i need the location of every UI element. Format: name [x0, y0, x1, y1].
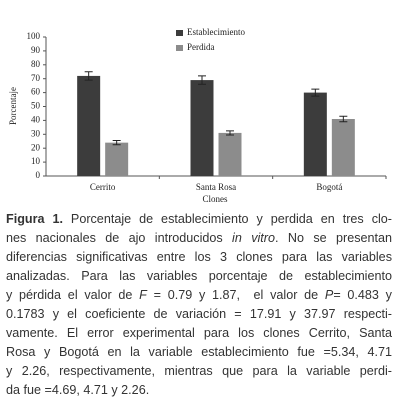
y-axis-label: Porcentaje: [8, 87, 18, 125]
caption-text: y 2.26, respectivamente, mientras que pa…: [6, 364, 392, 378]
bar: [77, 75, 101, 176]
y-tick-label: 100: [27, 31, 41, 41]
y-tick-label: 40: [31, 114, 41, 124]
bar: [218, 132, 242, 176]
caption-text: diferencias significativas entre los 3 c…: [6, 250, 392, 264]
legend-swatch: [176, 45, 183, 51]
error-bar: [112, 140, 121, 146]
caption-text: Porcentaje de establecimiento y perdida …: [62, 212, 392, 226]
x-tick-label: Bogotá: [316, 182, 342, 192]
caption-text: in vitro: [232, 231, 276, 245]
error-bar: [226, 130, 234, 136]
caption-text: vamente. El error experimental para los …: [6, 326, 392, 340]
caption-line: da fue =4.69, 4.71 y 2.26.: [6, 381, 392, 400]
bar: [190, 80, 214, 176]
caption: Figura 1. Porcentaje de establecimiento …: [6, 210, 392, 400]
caption-line: nes nacionales de ajo introducidos in vi…: [6, 229, 392, 248]
y-tick-label: 0: [36, 170, 41, 180]
caption-line: 0.1783 y el coeficiente de variación = 1…: [6, 305, 392, 324]
caption-line: vamente. El error experimental para los …: [6, 324, 392, 343]
bar: [105, 142, 129, 176]
error-bar: [339, 115, 348, 123]
legend-label: Establecimiento: [187, 27, 245, 37]
y-tick-label: 20: [31, 142, 41, 152]
y-tick-label: 80: [31, 59, 41, 69]
y-tick-label: 30: [31, 128, 41, 138]
caption-line: diferencias significativas entre los 3 c…: [6, 248, 392, 267]
caption-text: nes nacionales de ajo introducidos: [6, 231, 233, 245]
x-tick-label: Santa Rosa: [196, 182, 236, 192]
caption-line: analizadas. Para las variables porcentaj…: [6, 267, 392, 286]
caption-text: . No se presentan: [275, 231, 393, 245]
y-tick-label: 50: [31, 101, 41, 111]
caption-text: da fue =4.69, 4.71 y 2.26.: [6, 383, 150, 397]
y-tick-label: 10: [31, 156, 41, 166]
caption-text: 0.1783 y el coeficiente de variación = 1…: [6, 307, 392, 321]
figure-label: Figura 1.: [6, 212, 63, 226]
caption-text: = 0.79 y 1.87, el valor de: [146, 288, 325, 302]
caption-line: Rosa y Bogotá en la variable establecimi…: [6, 343, 392, 362]
y-tick-label: 90: [31, 45, 41, 55]
x-axis-label: Clones: [202, 194, 227, 204]
error-bar: [198, 75, 206, 85]
caption-text: F: [139, 288, 147, 302]
error-bar: [84, 71, 93, 81]
caption-text: analizadas. Para las variables porcentaj…: [6, 269, 392, 283]
y-tick-label: 60: [31, 87, 41, 97]
caption-line: y pérdida el valor de F = 0.79 y 1.87, e…: [6, 286, 392, 305]
error-bar: [311, 88, 320, 97]
caption-text: P: [324, 288, 334, 302]
legend-swatch: [176, 30, 183, 36]
caption-line: y 2.26, respectivamente, mientras que pa…: [6, 362, 392, 381]
caption-text: y pérdida el valor de: [6, 288, 140, 302]
x-tick-label: Cerrito: [90, 182, 116, 192]
bar: [303, 92, 327, 176]
legend-label: Perdida: [187, 42, 215, 52]
caption-text: = 0.483 y: [333, 288, 392, 302]
caption-line: Figura 1. Porcentaje de establecimiento …: [6, 210, 392, 229]
bar: [331, 119, 355, 176]
caption-text: Rosa y Bogotá en la variable establecimi…: [6, 345, 392, 359]
y-tick-label: 70: [31, 73, 41, 83]
chart: Porcentaje Clones 0 10 20 30 40 50 60 70 80 90 100…: [8, 27, 387, 204]
